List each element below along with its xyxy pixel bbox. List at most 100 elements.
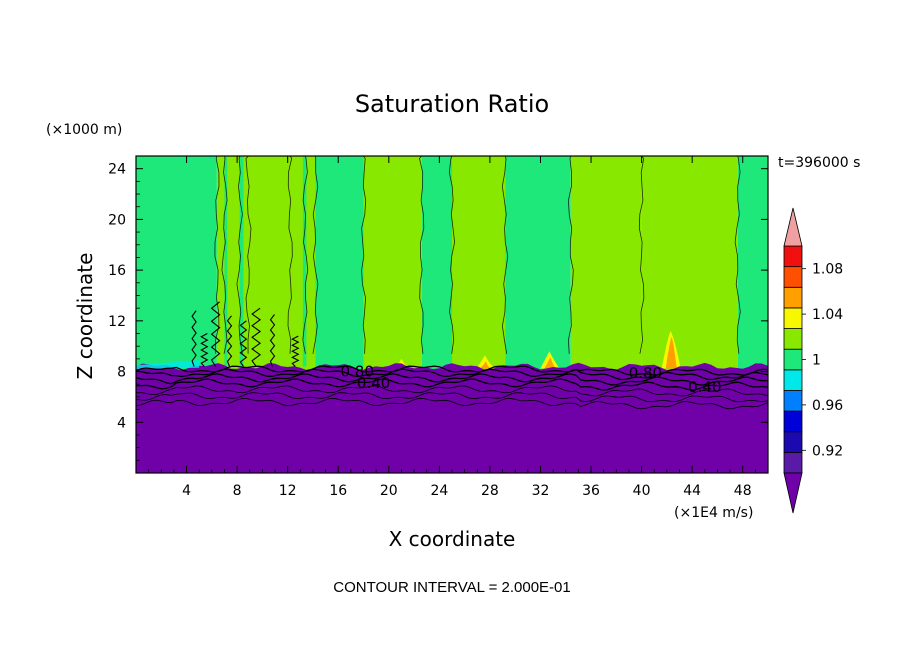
contour-line: [214, 156, 220, 354]
colorbar-label: 1.04: [812, 307, 843, 323]
contour-line: [221, 156, 228, 354]
colorbar-label: 1.08: [812, 262, 843, 278]
x-tick-label: 36: [582, 483, 600, 499]
colorbar-under-arrow: [783, 472, 803, 514]
y-tick-label: 12: [108, 314, 126, 330]
colorbar-segment: [783, 328, 803, 350]
filament-band: [224, 156, 228, 367]
contour-labels: 0.800.400.800.40: [340, 363, 721, 396]
y-tick-label: 4: [117, 415, 126, 431]
saturation-band: [315, 156, 364, 371]
x-tick-label: 40: [633, 483, 651, 499]
saturation-band: [216, 156, 316, 371]
y-axis-ticks: 4 8 12 16 20 24: [108, 162, 768, 461]
contour-label: 0.40: [357, 374, 390, 392]
saturation-band: [136, 156, 217, 371]
contour-line: [419, 156, 425, 354]
x-tick-label: 12: [279, 483, 297, 499]
subsaturated-region: [136, 362, 768, 473]
y-tick-label: 16: [108, 263, 126, 279]
saturation-band: [505, 156, 571, 371]
cloud-edge-contour: [200, 333, 209, 367]
saturation-band: [737, 156, 768, 371]
colorbar-over-arrow: [783, 207, 803, 247]
colorbar: 1.08 1.04 1 0.96 0.92: [783, 207, 843, 514]
colorbar-segment: [783, 348, 803, 371]
cloud-edge-contour: [226, 315, 233, 367]
contour-label: 0.80: [340, 363, 373, 381]
time-label: t=396000 s: [778, 155, 860, 171]
supersaturation-core: [665, 336, 677, 369]
colorbar-segment: [783, 245, 803, 268]
x-tick-label: 32: [532, 483, 550, 499]
cloud-edge-contour: [239, 320, 248, 367]
contour-line: [236, 156, 243, 354]
contour-line: [448, 156, 456, 354]
contour-line: [136, 368, 768, 381]
x-axis-label: X coordinate: [389, 527, 516, 551]
filament-band: [290, 156, 296, 367]
contour-line: [361, 156, 367, 354]
saturation-band: [421, 156, 452, 371]
y-unit-label: (×1000 m): [46, 122, 122, 138]
filament-band: [721, 156, 726, 367]
contour-label: 0.80: [629, 364, 662, 382]
contour-line: [136, 392, 768, 403]
contour-line: [245, 156, 252, 354]
contour-line: [312, 156, 319, 354]
saturation-band: [363, 156, 422, 371]
x-tick-label: 28: [481, 483, 499, 499]
boundary-fringe: [136, 360, 200, 370]
colorbar-segment: [783, 307, 803, 329]
y-tick-label: 20: [108, 212, 126, 228]
cloud-edge-contour: [269, 314, 276, 367]
x-tick-label: 24: [430, 483, 448, 499]
contour-lines: [136, 156, 768, 410]
colorbar-segment: [783, 431, 803, 453]
contour-line: [136, 378, 768, 391]
colorbar-segment: [783, 410, 803, 433]
colorbar-label: 1: [812, 353, 821, 369]
supersaturation-core: [479, 361, 491, 369]
colorbar-segment: [783, 266, 803, 288]
colorbar-segment: [783, 390, 803, 412]
cloud-edge-contour: [251, 307, 262, 367]
cloud-edge-contour: [191, 310, 197, 367]
contour-interval-note: CONTOUR INTERVAL = 2.000E-01: [333, 579, 570, 596]
saturation-band: [570, 156, 642, 371]
cloud-edge-contour: [210, 301, 221, 367]
x-tick-label: 44: [683, 483, 701, 499]
x-tick-label: 20: [380, 483, 398, 499]
contour-line: [136, 385, 768, 397]
contour-line: [287, 156, 293, 354]
contour-line: [734, 156, 741, 354]
colorbar-segment: [783, 451, 803, 474]
contour-line: [567, 156, 574, 354]
supersaturation-spot: [475, 355, 495, 369]
colorbar-segment: [783, 369, 803, 391]
contour-line: [136, 373, 768, 386]
colorbar-label: 0.96: [812, 398, 843, 414]
contour-line: [638, 156, 645, 354]
y-tick-label: 8: [117, 365, 126, 381]
y-axis-label: Z coordinate: [73, 253, 97, 380]
y-tick-label: 24: [108, 162, 126, 178]
x-tick-label: 4: [182, 483, 191, 499]
x-unit-label: (×1E4 m/s): [674, 505, 753, 521]
contour-line: [302, 156, 309, 354]
supersaturation-core: [544, 357, 556, 369]
contour-line: [501, 156, 509, 354]
x-tick-label: 8: [233, 483, 242, 499]
contour-line: [136, 397, 768, 410]
filament-band: [239, 156, 244, 367]
colorbar-label: 0.92: [812, 443, 843, 459]
x-tick-label: 16: [329, 483, 347, 499]
filament-band: [661, 156, 665, 367]
x-axis-ticks: 4 8 12 16 20 24 28 32 36 40 44 48: [148, 156, 756, 499]
x-tick-label: 48: [734, 483, 752, 499]
saturation-band: [452, 156, 506, 371]
plot-area: [136, 156, 768, 473]
filament-band: [302, 156, 307, 367]
filament-band: [702, 156, 705, 367]
